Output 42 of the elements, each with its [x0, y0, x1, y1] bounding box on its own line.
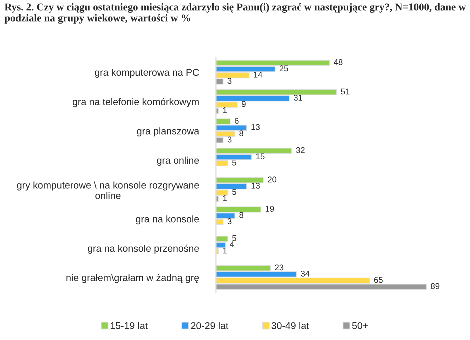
y-tick-label: gra online [157, 156, 200, 166]
data-label: 51 [341, 88, 350, 95]
data-label: 8 [240, 130, 244, 136]
data-label: 13 [252, 124, 260, 130]
data-label: 9 [242, 101, 246, 108]
legend-label: 20-29 lat [191, 322, 229, 330]
data-label: 5 [232, 160, 236, 166]
chart-title: Rys. 2. Czy w ciągu ostatniego miesiąca zdarzyło się Panu(i) zagrać w następujące gry?, N=1000, dane w podziale na grupy wiekowe, wartości w % [4, 3, 466, 24]
y-tick-label: nie grałem\grałam w żadną grę [66, 274, 200, 284]
data-label: 14 [254, 72, 262, 78]
data-label: 32 [296, 147, 305, 154]
data-label: 65 [374, 277, 383, 284]
legend-label: 15-19 lat [110, 322, 148, 330]
data-label: 1 [223, 248, 227, 254]
data-label: 23 [275, 264, 284, 271]
y-tick-label: gra komputerowa na PC [95, 68, 200, 78]
legend-label: 30-49 lat [272, 322, 310, 330]
y-tick-label: gra planszowa [137, 128, 200, 137]
y-tick-label: gra na telefonie komórkowym [72, 98, 199, 108]
data-label: 19 [266, 206, 274, 212]
y-tick-label: gra na konsole przenośne [88, 244, 200, 254]
data-label: 4 [230, 242, 234, 248]
data-label: 5 [232, 235, 236, 242]
data-label: 1 [223, 196, 227, 202]
data-label: 15 [256, 154, 265, 160]
data-label: 8 [240, 212, 244, 218]
data-label: 5 [232, 189, 236, 196]
y-tick-label: gra na konsole [136, 216, 200, 225]
y-tick-label: gry komputerowe \ na konsole rozgrywane online [17, 182, 200, 200]
data-label: 34 [301, 270, 310, 277]
data-label: 20 [268, 176, 277, 183]
data-label: 25 [280, 66, 288, 72]
legend-label: 50+ [352, 322, 368, 330]
data-label: 3 [228, 218, 232, 224]
data-label: 3 [228, 136, 232, 143]
data-label: 1 [223, 108, 227, 114]
data-label: 13 [252, 182, 260, 189]
data-label: 3 [228, 78, 232, 84]
data-label: 48 [334, 59, 343, 66]
data-label: 31 [294, 95, 303, 101]
data-label: 6 [234, 118, 239, 124]
data-label: 89 [431, 283, 440, 290]
